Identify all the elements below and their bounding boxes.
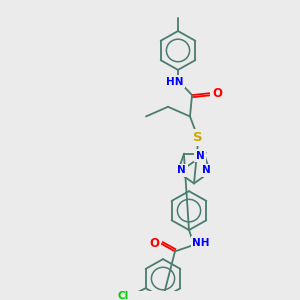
Text: HN: HN — [166, 76, 184, 86]
Text: O: O — [149, 237, 159, 250]
Text: N: N — [196, 151, 204, 160]
Text: Cl: Cl — [118, 291, 129, 300]
Text: NH: NH — [192, 238, 210, 248]
Text: S: S — [193, 131, 203, 144]
Text: O: O — [212, 87, 222, 100]
Text: N: N — [202, 165, 211, 175]
Text: N: N — [178, 165, 186, 175]
